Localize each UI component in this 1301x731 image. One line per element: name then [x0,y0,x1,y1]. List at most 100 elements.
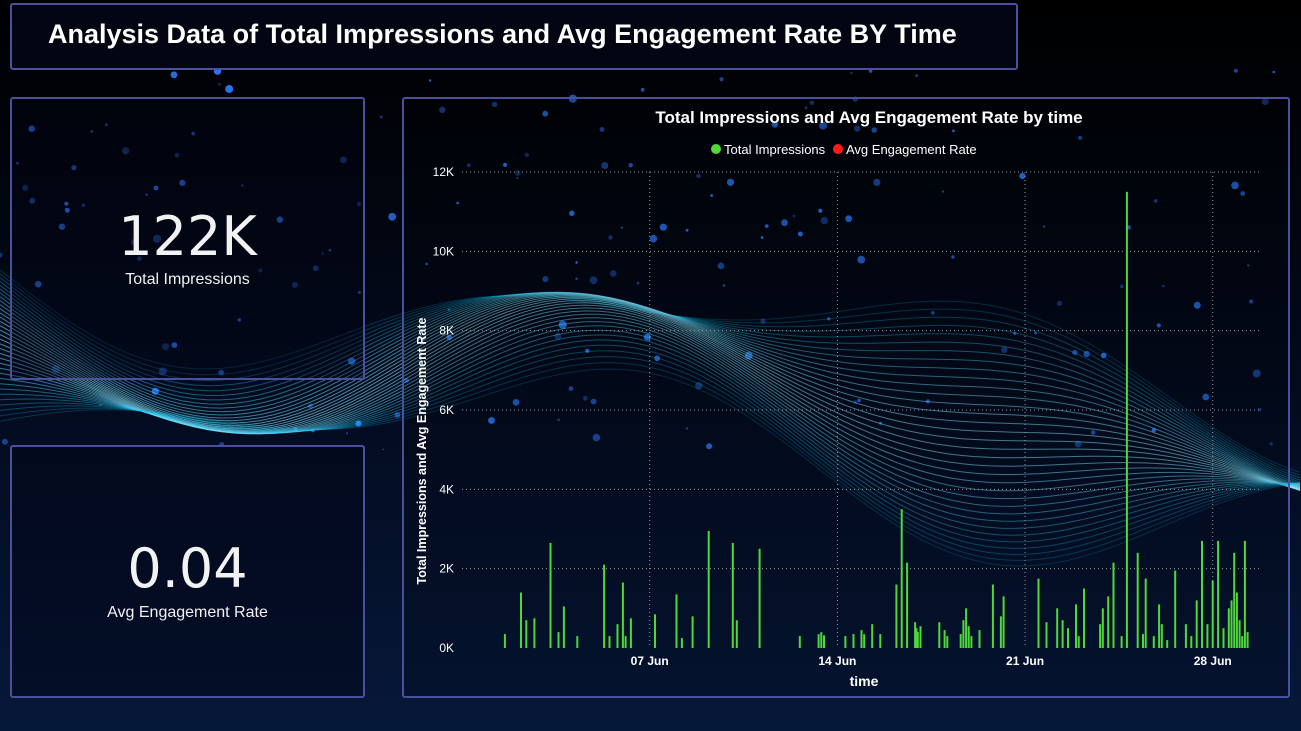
impressions-bar[interactable] [823,635,825,648]
impressions-bar[interactable] [1246,632,1249,648]
impressions-bar[interactable] [959,634,962,648]
impressions-bar[interactable] [1056,608,1059,648]
impressions-bar[interactable] [1233,552,1236,648]
impressions-bar[interactable] [991,584,994,649]
impressions-bar[interactable] [879,634,882,648]
impressions-bar[interactable] [852,634,855,648]
impressions-bar[interactable] [906,562,909,648]
impressions-bar[interactable] [549,542,552,648]
impressions-bar[interactable] [919,626,922,648]
impressions-bar[interactable] [914,622,917,648]
impressions-bar[interactable] [1241,636,1244,648]
avg-engagement-card[interactable]: 0.04 Avg Engagement Rate [10,445,365,698]
impressions-bar[interactable] [817,634,820,648]
impressions-bar[interactable] [1211,580,1214,648]
impressions-bar[interactable] [1160,624,1163,648]
impressions-bar[interactable] [820,632,823,648]
y-tick-label: 10K [433,244,454,258]
impressions-bar[interactable] [603,564,606,648]
impressions-bar[interactable] [1037,578,1040,648]
impressions-bar[interactable] [1230,600,1233,648]
impressions-chart[interactable]: Total Impressions and Avg Engagement Rat… [404,99,1288,696]
impressions-bar[interactable] [629,618,632,649]
impressions-bar[interactable] [844,636,847,648]
impressions-bar[interactable] [1235,592,1238,649]
legend-label-engagement[interactable]: Avg Engagement Rate [846,142,977,157]
impressions-bar[interactable] [562,606,565,648]
impressions-bar[interactable] [999,616,1002,648]
x-tick-label: 14 Jun [818,654,856,668]
impressions-bar[interactable] [1174,570,1177,648]
impressions-bar[interactable] [1107,596,1110,648]
legend-marker-engagement [833,144,843,154]
impressions-bar[interactable] [735,620,738,648]
impressions-bar[interactable] [1238,620,1241,648]
impressions-bar[interactable] [1142,634,1144,648]
impressions-bar[interactable] [608,636,611,648]
impressions-bar[interactable] [758,548,761,648]
impressions-bar[interactable] [1136,552,1139,648]
impressions-bar[interactable] [1201,540,1203,648]
total-impressions-card[interactable]: 122K Total Impressions [10,97,365,380]
impressions-bar[interactable] [895,584,898,649]
impressions-bar[interactable] [520,592,522,649]
impressions-bar[interactable] [1099,624,1102,648]
impressions-bar[interactable] [1152,636,1155,648]
impressions-bar[interactable] [1067,628,1069,648]
impressions-bar[interactable] [707,531,710,648]
impressions-bar[interactable] [654,614,656,648]
impressions-bar[interactable] [1184,624,1187,648]
impressions-bar[interactable] [1190,636,1193,648]
impressions-bar[interactable] [871,624,874,648]
impressions-bar[interactable] [962,620,965,648]
impressions-bar[interactable] [1144,578,1147,648]
impressions-bar[interactable] [1077,636,1080,648]
impressions-bar[interactable] [967,626,970,648]
impressions-bar[interactable] [860,630,863,648]
legend-label-impressions[interactable]: Total Impressions [724,142,826,157]
impressions-bar[interactable] [1217,540,1220,648]
impressions-bar[interactable] [915,628,918,648]
impressions-bar[interactable] [943,630,946,648]
impressions-bar[interactable] [1227,608,1230,648]
impressions-bar[interactable] [675,594,678,648]
impressions-bar[interactable] [965,608,968,648]
impressions-bar[interactable] [1195,600,1198,648]
impressions-bar[interactable] [525,620,528,648]
impressions-bar[interactable] [503,634,506,648]
impressions-bar[interactable] [533,618,536,649]
impressions-bar[interactable] [978,630,981,648]
impressions-bar[interactable] [680,638,683,648]
impressions-bar[interactable] [621,582,624,648]
impressions-bar[interactable] [1206,624,1209,648]
impressions-bar[interactable] [624,636,627,648]
impressions-bar[interactable] [798,636,801,648]
impressions-bar[interactable] [557,632,560,648]
impressions-bar[interactable] [1075,604,1077,648]
impressions-bar[interactable] [1112,562,1115,648]
impressions-bar[interactable] [576,636,579,648]
impressions-bar[interactable] [1243,540,1246,648]
impressions-bar[interactable] [1166,640,1169,648]
impressions-bar[interactable] [938,622,941,648]
impressions-bar[interactable] [1125,191,1128,649]
impressions-bar[interactable] [1061,620,1064,648]
impressions-bar[interactable] [1045,622,1048,648]
impressions-bars[interactable] [503,191,1249,649]
impressions-bar[interactable] [970,636,973,648]
chart-legend[interactable]: Total Impressions Avg Engagement Rate [711,142,977,157]
impressions-bar[interactable] [1158,604,1161,648]
impressions-bar[interactable] [900,509,903,648]
chart-panel[interactable]: Total Impressions and Avg Engagement Rat… [402,97,1290,698]
impressions-bar[interactable] [1002,596,1005,648]
impressions-bar[interactable] [863,634,866,648]
impressions-bar[interactable] [1101,608,1104,648]
impressions-bar[interactable] [1083,588,1085,649]
impressions-bar[interactable] [1120,636,1123,648]
impressions-bar[interactable] [946,636,949,648]
impressions-bar[interactable] [916,632,919,648]
impressions-bar[interactable] [691,616,694,648]
impressions-bar[interactable] [1222,628,1225,648]
impressions-bar[interactable] [616,624,619,648]
impressions-bar[interactable] [731,542,734,648]
